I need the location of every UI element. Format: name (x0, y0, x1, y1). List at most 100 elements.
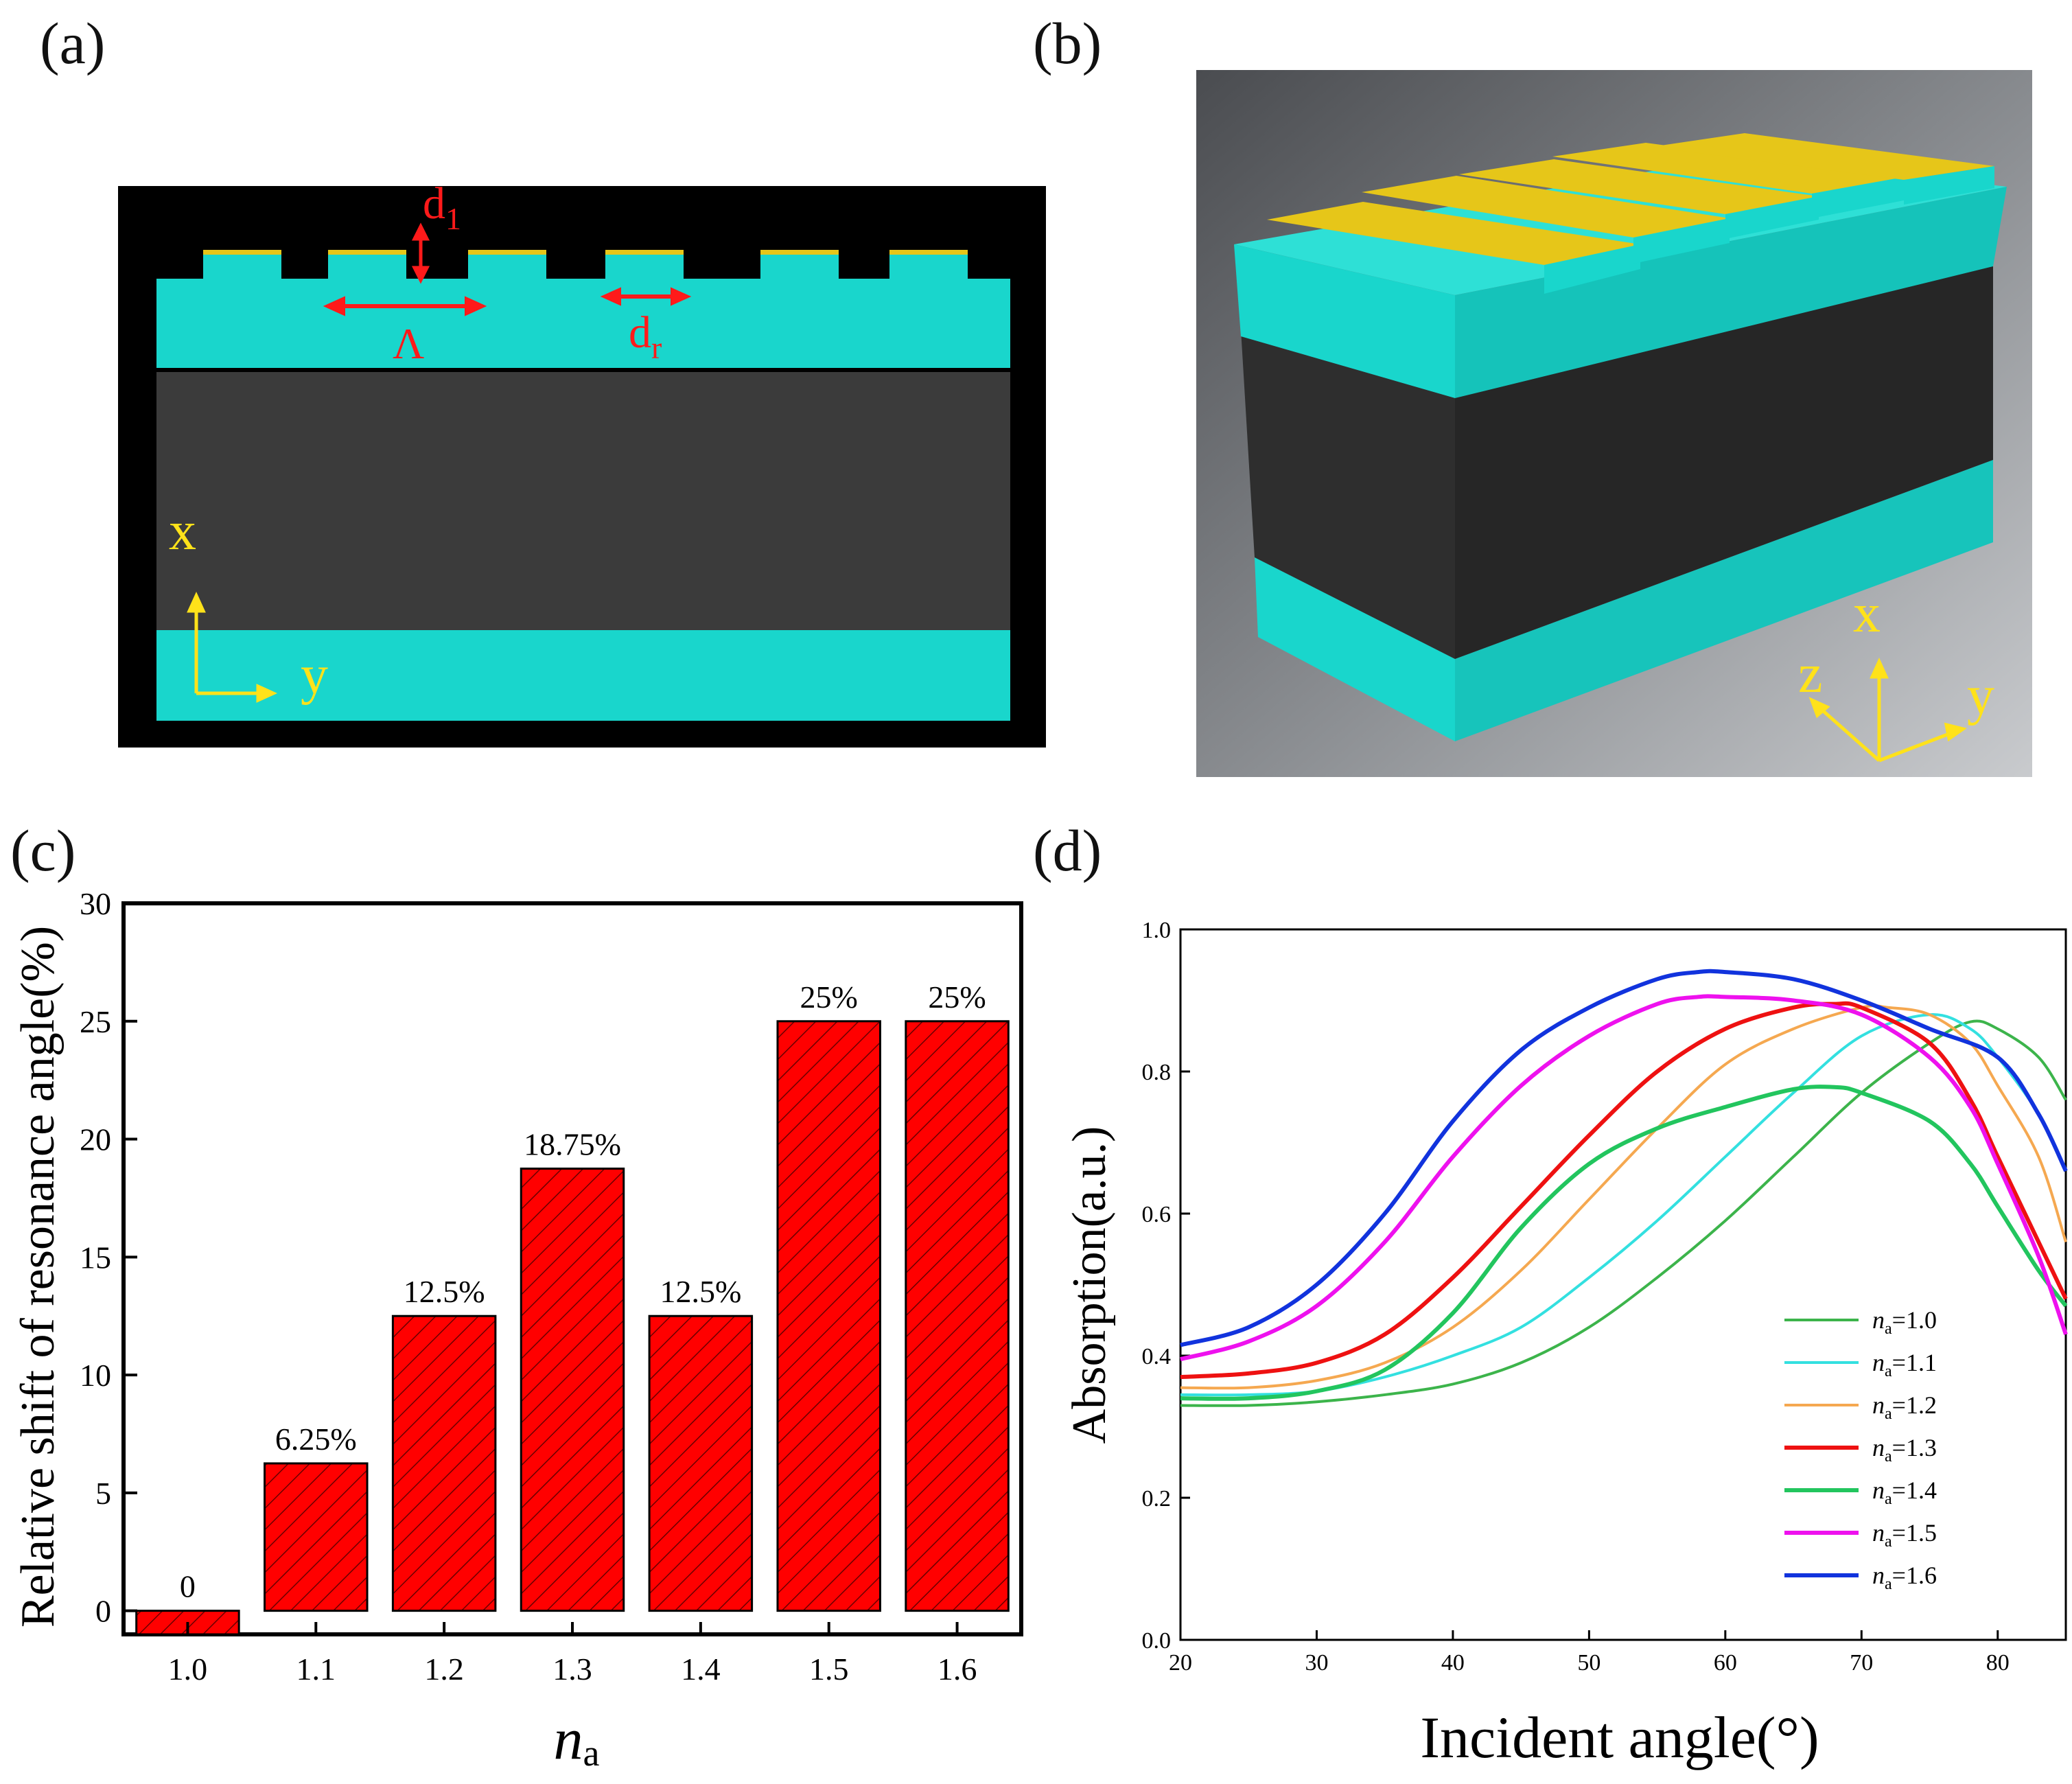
y-axis-title: Relative shift of resonance angle(%) (12, 926, 65, 1627)
axes-a (187, 591, 278, 703)
grating-ridges-3d (1267, 133, 1994, 294)
legend-label: na=1.0 (1872, 1306, 1937, 1338)
x-tick-label: 1.5 (809, 1652, 849, 1687)
x-axis-title: na (554, 1706, 600, 1774)
y-tick-label: 0.6 (1142, 1202, 1172, 1227)
series-line-3 (1180, 1001, 2068, 1380)
ridge-top (1552, 143, 1904, 194)
cladding-top-front (1234, 244, 1455, 398)
axis-label-y-a: y (301, 645, 328, 706)
gold-strip (468, 250, 546, 255)
x-tick-label: 1.4 (681, 1652, 721, 1687)
ridge-front (1904, 166, 1994, 205)
plot-area-frame (1179, 928, 2067, 1641)
x-tick-label: 1.2 (424, 1652, 464, 1687)
cladding-top (156, 279, 1010, 368)
series-line-2 (1180, 1004, 2067, 1390)
gold-strip (605, 250, 684, 255)
bar-chart: 0 5 10 15 20 25 30 1.0 1.1 1.2 1.3 1.4 1.5 1.6 0 6.25… (12, 886, 1023, 1774)
grating-ridge (889, 253, 968, 279)
panel-d-label: (d) (1033, 818, 1102, 883)
y-tick-label: 20 (80, 1122, 111, 1157)
grating-ridge (203, 253, 281, 279)
legend-label: na=1.3 (1872, 1434, 1937, 1466)
ridge-top (1267, 202, 1640, 265)
panel-c-label: (c) (10, 818, 75, 883)
ridge-top (1362, 176, 1730, 238)
bar-data-label: 12.5% (660, 1274, 741, 1309)
bar-1.1 (264, 1462, 369, 1612)
axes-b (1808, 657, 1967, 763)
series-line-4 (1180, 1085, 2068, 1401)
gold-strip (889, 250, 968, 255)
x-tick-label: 1.3 (552, 1652, 592, 1687)
schematic-b: x y z (1196, 70, 2032, 777)
axis-label-x-b: x (1853, 583, 1881, 644)
x-tick-label: 20 (1169, 1650, 1192, 1676)
grating-ridge (468, 253, 546, 279)
y-tick-label: 15 (80, 1240, 111, 1275)
bar-data-label: 6.25% (275, 1422, 357, 1457)
y-tick-label: 0 (95, 1594, 111, 1629)
x-tick-label: 1.6 (938, 1652, 977, 1687)
bar-1.6 (905, 1020, 1010, 1612)
bar-1.2 (391, 1314, 497, 1612)
grating-ridges (203, 250, 968, 279)
gold-strip (328, 250, 406, 255)
y-tick-label: 0.4 (1142, 1344, 1172, 1369)
bar-data-label: 18.75% (524, 1126, 621, 1161)
y-tick-label: 0.0 (1142, 1628, 1172, 1654)
bar-data-label: 0 (180, 1569, 196, 1604)
ridge-front (1812, 177, 1904, 218)
cladding-bottom-side (1455, 460, 1993, 741)
line-chart: 20 30 40 50 60 70 80 0.0 0.2 0.4 0.6 0.8 1.0 na=1.0 n… (1063, 918, 2068, 1770)
x-tick-label: 80 (1986, 1650, 2010, 1676)
bar-1.4 (648, 1314, 754, 1612)
x-tick-label: 70 (1850, 1650, 1873, 1676)
series-line-1 (1180, 1013, 2067, 1397)
series-line-6 (1180, 969, 2068, 1347)
grating-ridge (760, 253, 839, 279)
grating-ridge (605, 253, 684, 279)
core-layer (156, 372, 1010, 630)
ridge-front (1725, 196, 1819, 239)
bar-data-label: 25% (928, 980, 986, 1015)
cladding-bottom (156, 630, 1010, 721)
label-dr: dr (629, 308, 662, 365)
schematic-a: d1 Λ dr x y (118, 178, 1046, 748)
y-tick-label: 30 (80, 886, 111, 921)
x-tick-label: 1.0 (168, 1652, 208, 1687)
cladding-top-side (1455, 187, 2007, 398)
axis-label-x-a: x (169, 501, 196, 561)
legend-label: na=1.1 (1872, 1349, 1937, 1380)
ridge-top (1651, 133, 1994, 180)
ridge-front (1544, 244, 1640, 294)
bar-data-label: 12.5% (404, 1274, 485, 1309)
panel-b-label: (b) (1033, 10, 1102, 76)
y-tick-label: 0.8 (1142, 1060, 1172, 1085)
core-front (1241, 329, 1455, 659)
annotation-d1 (411, 222, 430, 284)
ridge-top (1459, 159, 1819, 214)
bar-1.3 (520, 1167, 625, 1612)
x-tick-label: 40 (1441, 1650, 1465, 1676)
ridge-front (1633, 218, 1730, 264)
panel-a-label: (a) (40, 10, 105, 76)
series-line-0 (1180, 1019, 2067, 1407)
legend-label: na=1.2 (1872, 1391, 1937, 1423)
bar-1.5 (776, 1020, 881, 1612)
grating-ridge (328, 253, 406, 279)
y-tick-label: 25 (80, 1004, 111, 1039)
y-tick-label: 5 (95, 1476, 111, 1511)
y-axis-title: Absorption(a.u.) (1063, 1126, 1116, 1444)
axis-label-z-b: z (1798, 644, 1823, 704)
x-axis-title: Incident angle(°) (1420, 1704, 1819, 1770)
annotation-lambda (323, 296, 487, 316)
gold-strip (203, 250, 281, 255)
y-tick-label: 1.0 (1142, 918, 1172, 943)
label-lambda: Λ (393, 319, 424, 368)
axis-label-y-b: y (1967, 666, 1994, 726)
cladding-bottom-front (1255, 557, 1455, 741)
x-tick-label: 60 (1714, 1650, 1737, 1676)
